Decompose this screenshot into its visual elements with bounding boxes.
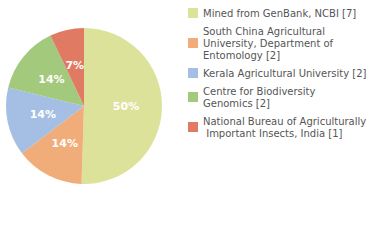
svg-text:14%: 14% (38, 73, 64, 86)
svg-text:14%: 14% (52, 137, 78, 150)
svg-text:Important Insects, India [1]: Important Insects, India [1] (203, 128, 343, 139)
svg-text:Mined from GenBank, NCBI [7]: Mined from GenBank, NCBI [7] (203, 8, 356, 19)
svg-text:14%: 14% (30, 108, 56, 121)
svg-text:South China Agricultural: South China Agricultural (203, 26, 328, 37)
svg-text:Kerala Agricultural University: Kerala Agricultural University [2] (203, 68, 367, 79)
svg-text:50%: 50% (113, 100, 139, 113)
svg-text:Genomics [2]: Genomics [2] (203, 98, 270, 109)
svg-text:7%: 7% (65, 59, 84, 72)
svg-text:University, Department of: University, Department of (203, 38, 336, 49)
svg-text:National Bureau of Agricultura: National Bureau of Agriculturally (203, 116, 366, 127)
svg-text:Entomology [2]: Entomology [2] (203, 50, 280, 61)
svg-text:Centre for Biodiversity: Centre for Biodiversity (203, 86, 319, 97)
